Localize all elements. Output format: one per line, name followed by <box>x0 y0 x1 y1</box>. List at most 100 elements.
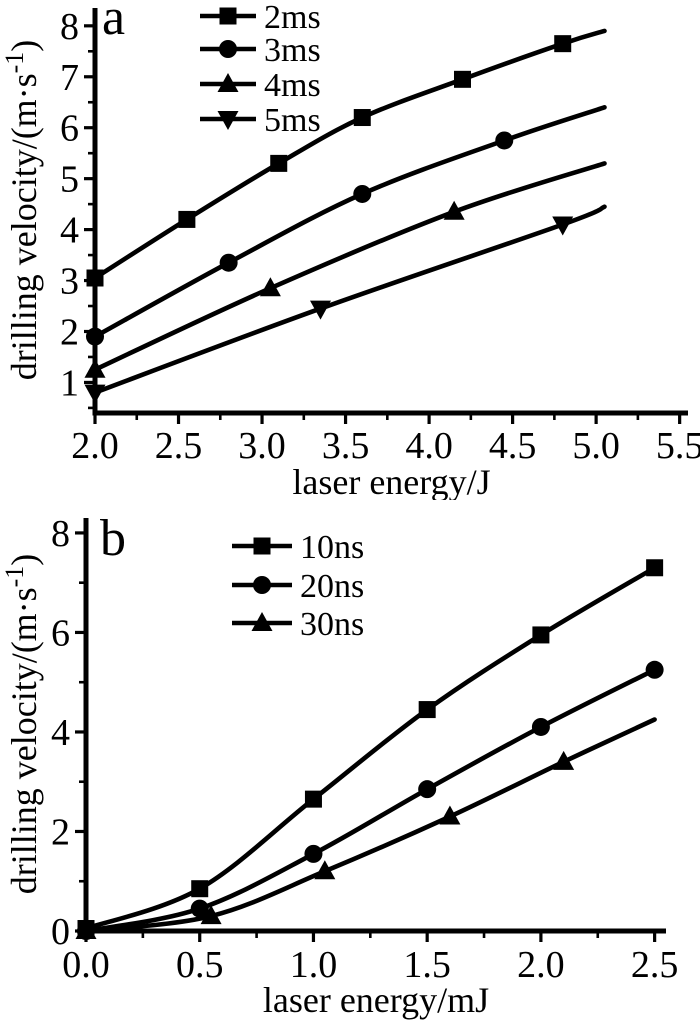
legend-item-3ms: 3ms <box>200 32 321 69</box>
y-axis-title: drilling velocity/(m·s-1) <box>0 40 44 381</box>
legend-item-20ns: 20ns <box>232 568 364 605</box>
y-tick-label: 3 <box>60 261 79 303</box>
square-marker <box>253 537 271 555</box>
x-tick-label: 2.5 <box>631 944 679 986</box>
triangle-up-marker <box>75 920 97 939</box>
square-marker <box>453 70 471 88</box>
circle-marker <box>190 899 209 918</box>
chart-b: 0.0 0.5 1.0 1.5 2.0 2.5 0 2 4 6 8 laser energy/mJ dr… <box>0 510 679 1020</box>
y-tick-label: 2 <box>60 311 79 353</box>
x-tick-label: 2.0 <box>517 944 565 986</box>
square-marker <box>532 626 550 644</box>
square-marker <box>418 701 436 719</box>
x-tick-label: 3.5 <box>322 425 370 467</box>
series-2ms <box>86 28 607 287</box>
circle-marker <box>645 660 664 679</box>
triangle-down-marker <box>310 300 332 320</box>
y-tick-label: 8 <box>51 513 70 555</box>
circle-marker <box>304 844 323 863</box>
x-axis-title: laser energy/J <box>292 462 490 500</box>
triangle-up-marker <box>259 277 281 297</box>
legend-item-2ms: 2ms <box>200 0 321 36</box>
triangle-up-marker <box>439 805 461 825</box>
square-marker <box>191 880 209 898</box>
square-marker <box>219 7 237 25</box>
panel-label-a: a <box>102 0 125 46</box>
y-axis-title: drilling velocity/(m·s-1) <box>0 554 44 895</box>
triangle-up-marker <box>553 750 575 770</box>
x-tick-label: 5.0 <box>572 425 620 467</box>
circle-marker <box>253 576 271 594</box>
square-marker <box>353 109 371 127</box>
series-line <box>92 28 607 281</box>
panel-label-b: b <box>100 510 126 567</box>
x-tick-label: 0.0 <box>62 944 110 986</box>
series-line <box>92 105 607 339</box>
y-tick-label: 8 <box>60 6 79 48</box>
triangle-up-marker <box>251 612 273 631</box>
series-5ms <box>84 204 607 404</box>
x-axis-title: laser energy/mJ <box>263 980 489 1020</box>
legend-label: 5ms <box>264 102 321 139</box>
legend-label: 20ns <box>300 568 364 605</box>
y-tick-label: 2 <box>51 811 70 853</box>
triangle-up-marker <box>217 73 239 92</box>
circle-marker <box>418 780 437 799</box>
circle-marker <box>219 40 237 58</box>
legend-item-5ms: 5ms <box>200 102 321 139</box>
legend-label: 3ms <box>264 32 321 69</box>
square-marker <box>270 154 288 172</box>
x-tick-label: 4.0 <box>405 425 453 467</box>
triangle-down-marker <box>84 384 106 404</box>
square-marker <box>304 790 322 808</box>
triangle-down-marker <box>552 216 574 236</box>
series-line <box>92 204 607 395</box>
x-tick-label: 4.5 <box>489 425 537 467</box>
triangle-up-marker <box>200 905 222 925</box>
square-marker <box>86 269 104 287</box>
chart-a: 2.0 2.5 3.0 3.5 4.0 4.5 5.0 5.5 1 2 3 4 5 6 7 8 laser en… <box>0 0 700 500</box>
y-tick-label: 5 <box>60 159 79 201</box>
y-tick-label: 6 <box>60 108 79 150</box>
square-marker <box>646 559 664 577</box>
circle-marker <box>495 131 514 150</box>
series-4ms <box>84 161 607 378</box>
x-tick-label: 5.5 <box>656 425 700 467</box>
circle-marker <box>86 327 104 346</box>
series-line <box>92 161 607 372</box>
y-tick-label: 4 <box>51 712 70 754</box>
triangle-up-marker <box>84 358 106 378</box>
y-tick-label: 1 <box>60 362 79 404</box>
triangle-up-marker <box>443 200 465 220</box>
x-tick-label: 2.0 <box>71 425 119 467</box>
series-30ns <box>75 717 657 939</box>
square-marker <box>554 35 572 53</box>
series-line <box>83 667 657 934</box>
x-tick-label: 3.0 <box>238 425 286 467</box>
legend-label: 30ns <box>300 606 364 643</box>
square-marker <box>178 210 196 228</box>
legend-label: 4ms <box>264 67 321 104</box>
y-tick-label: 7 <box>60 57 79 99</box>
x-tick-label: 1.5 <box>403 944 451 986</box>
series-10ns <box>77 559 664 938</box>
legend-label: 2ms <box>264 0 321 36</box>
axes: 2.0 2.5 3.0 3.5 4.0 4.5 5.0 5.5 1 2 3 4 5 6 7 8 <box>60 6 700 467</box>
circle-marker <box>353 184 372 203</box>
legend-label: 10ns <box>300 529 364 566</box>
triangle-up-marker <box>314 860 336 880</box>
legend-item-30ns: 30ns <box>232 606 364 643</box>
series-line <box>83 565 657 931</box>
y-tick-label: 6 <box>51 612 70 654</box>
series-3ms <box>86 105 607 346</box>
legend-item-10ns: 10ns <box>232 529 364 566</box>
series-20ns <box>77 660 664 940</box>
x-tick-label: 1.0 <box>290 944 338 986</box>
y-tick-label: 0 <box>51 911 70 953</box>
circle-marker <box>531 717 550 736</box>
x-tick-label: 0.5 <box>176 944 224 986</box>
y-tick-label: 4 <box>60 210 79 252</box>
